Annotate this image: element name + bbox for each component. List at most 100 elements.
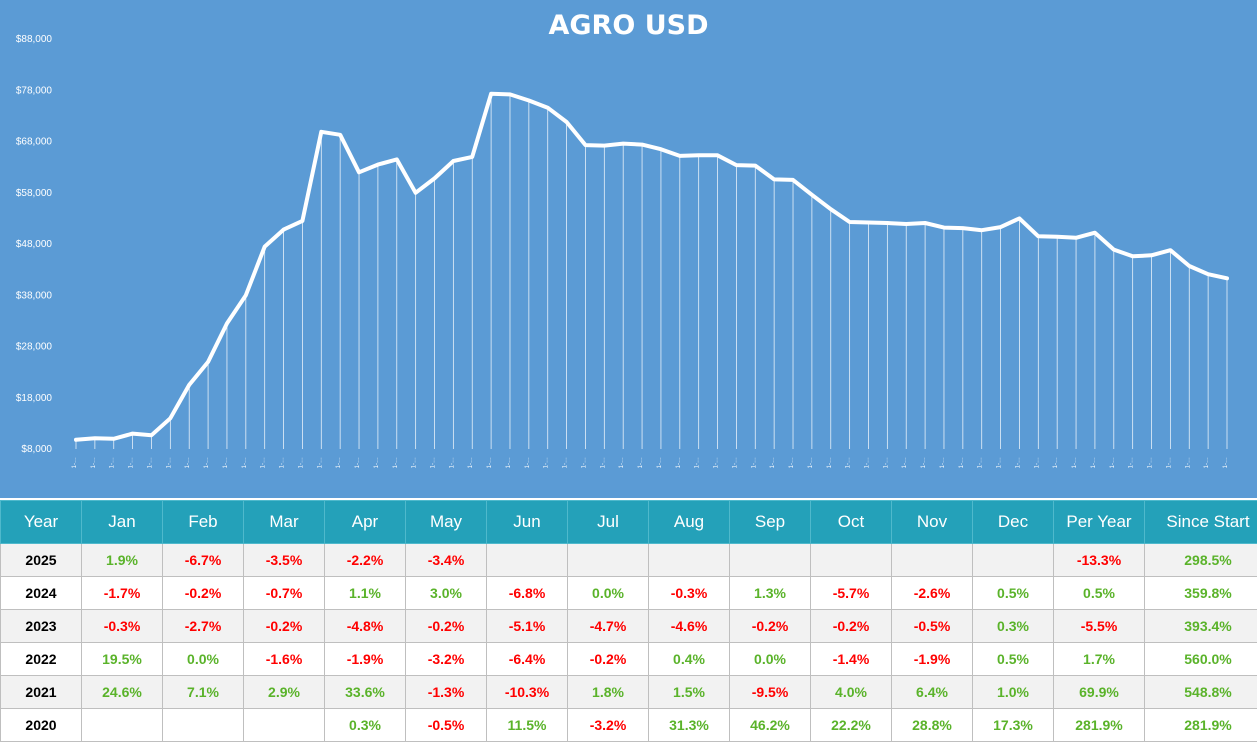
year-cell: 2022 [1, 643, 82, 676]
column-header: Jul [568, 501, 649, 544]
return-cell: -6.8% [487, 577, 568, 610]
data-point [716, 154, 719, 157]
return-cell [730, 544, 811, 577]
data-point [678, 154, 681, 157]
return-cell [892, 544, 973, 577]
return-cell [973, 544, 1054, 577]
x-tick-label: 1-… [619, 457, 625, 468]
return-cell: 0.4% [649, 643, 730, 676]
return-cell: -1.9% [325, 643, 406, 676]
data-point [433, 177, 436, 180]
data-point [358, 171, 361, 174]
return-cell [649, 544, 730, 577]
x-tick-label: 1-… [1223, 457, 1229, 468]
return-cell [82, 709, 163, 742]
x-tick-label: 1-… [129, 457, 135, 468]
x-tick-label: 1-… [110, 457, 116, 468]
column-header: Per Year [1054, 501, 1145, 544]
y-tick-label: $28,000 [16, 342, 53, 353]
data-point [490, 92, 493, 95]
return-cell: -0.2% [163, 577, 244, 610]
data-point [773, 178, 776, 181]
column-header: Jun [487, 501, 568, 544]
column-header: Since Start [1145, 501, 1257, 544]
x-tick-label: 1-… [487, 457, 493, 468]
return-cell [811, 544, 892, 577]
return-cell: -4.6% [649, 610, 730, 643]
return-cell: 6.4% [892, 676, 973, 709]
return-cell: 19.5% [82, 643, 163, 676]
return-cell: 298.5% [1145, 544, 1257, 577]
return-cell: -5.5% [1054, 610, 1145, 643]
y-tick-label: $8,000 [21, 444, 52, 455]
year-cell: 2021 [1, 676, 82, 709]
data-point [1150, 254, 1153, 257]
return-cell: -0.5% [892, 610, 973, 643]
x-tick-label: 1-… [846, 457, 852, 468]
x-tick-label: 1-… [374, 457, 380, 468]
return-cell: -3.2% [568, 709, 649, 742]
data-point [1207, 273, 1210, 276]
data-point [1037, 235, 1040, 238]
x-tick-label: 1-… [468, 457, 474, 468]
data-point [999, 226, 1002, 229]
data-point [414, 191, 417, 194]
x-tick-label: 1-… [1166, 457, 1172, 468]
year-cell: 2023 [1, 610, 82, 643]
return-cell: -0.2% [244, 610, 325, 643]
return-cell: -4.7% [568, 610, 649, 643]
column-header: Aug [649, 501, 730, 544]
return-cell: -5.7% [811, 577, 892, 610]
data-point [471, 155, 474, 158]
return-cell: -0.2% [568, 643, 649, 676]
return-cell: 11.5% [487, 709, 568, 742]
x-tick-label: 1-… [1053, 457, 1059, 468]
return-cell: -3.4% [406, 544, 487, 577]
return-cell: 3.0% [406, 577, 487, 610]
return-cell: -3.2% [406, 643, 487, 676]
x-tick-label: 1-… [185, 457, 191, 468]
data-point [546, 106, 549, 109]
line-chart: $8,000$18,000$28,000$38,000$48,000$58,00… [0, 0, 1257, 498]
return-cell: 1.5% [649, 676, 730, 709]
chart-panel: $8,000$18,000$28,000$38,000$48,000$58,00… [0, 0, 1257, 498]
x-tick-label: 1-… [261, 457, 267, 468]
data-point [207, 360, 210, 363]
x-tick-label: 1-… [336, 457, 342, 468]
x-tick-label: 1-… [638, 457, 644, 468]
data-point [792, 178, 795, 181]
return-cell: -1.6% [244, 643, 325, 676]
data-point [150, 434, 153, 437]
x-tick-label: 1-… [789, 457, 795, 468]
year-cell: 2020 [1, 709, 82, 742]
return-cell: 0.5% [973, 643, 1054, 676]
data-point [1093, 231, 1096, 234]
return-cell: -13.3% [1054, 544, 1145, 577]
return-cell: 1.3% [730, 577, 811, 610]
return-cell: -0.2% [406, 610, 487, 643]
x-tick-label: 1-… [714, 457, 720, 468]
return-cell: -9.5% [730, 676, 811, 709]
x-tick-label: 1-… [317, 457, 323, 468]
x-tick-label: 1-… [921, 457, 927, 468]
x-tick-label: 1-… [1091, 457, 1097, 468]
return-cell: 4.0% [811, 676, 892, 709]
return-cell: 0.3% [325, 709, 406, 742]
data-point [1018, 217, 1021, 220]
data-point [961, 227, 964, 230]
column-header: Feb [163, 501, 244, 544]
return-cell: 17.3% [973, 709, 1054, 742]
data-point [829, 208, 832, 211]
return-cell: 1.0% [973, 676, 1054, 709]
x-tick-label: 1-… [732, 457, 738, 468]
x-tick-label: 1-… [600, 457, 606, 468]
return-cell: -3.5% [244, 544, 325, 577]
return-cell: -1.7% [82, 577, 163, 610]
data-point [848, 220, 851, 223]
x-tick-label: 1-… [204, 457, 210, 468]
return-cell: -6.4% [487, 643, 568, 676]
